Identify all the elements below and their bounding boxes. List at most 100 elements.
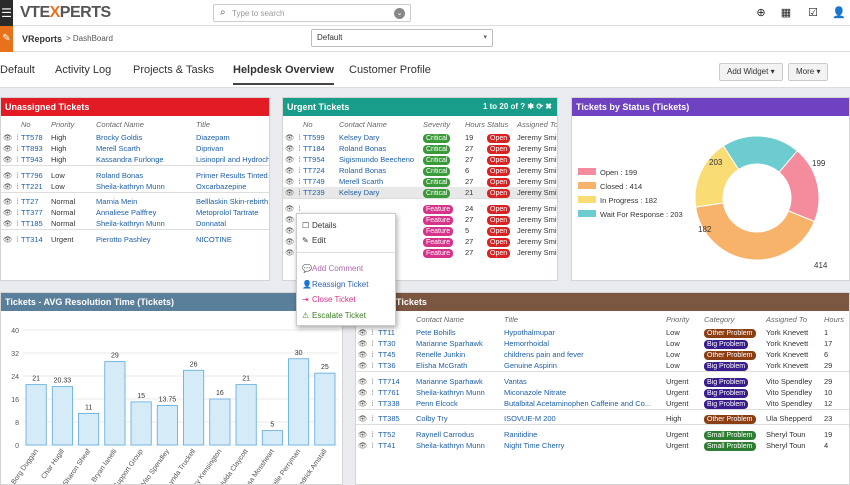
table-row[interactable]: 👁 ⁞TT943 High Kassandra Furlonge Lisinopril… — [1, 154, 269, 166]
eye-icon[interactable]: 👁 — [3, 208, 14, 217]
column-header[interactable]: Priority — [666, 314, 690, 324]
eye-icon[interactable]: 👁 — [358, 387, 369, 397]
table-row[interactable]: 👁 ⁞ TT385 Colby Try ISOVUE-M 200 High Other P… — [356, 413, 849, 425]
user-icon[interactable]: 👤 — [832, 7, 846, 19]
pie-slice-closed[interactable] — [695, 202, 816, 261]
calendar-icon[interactable]: ▦ — [780, 7, 792, 19]
row-actions[interactable]: 👁 ⁞ — [358, 328, 375, 337]
row-actions[interactable]: 👁 ⁞ — [1, 196, 19, 207]
eye-icon[interactable]: 👁 — [358, 328, 369, 337]
eye-icon[interactable]: 👁 — [285, 133, 296, 142]
menu-item-details[interactable]: ☐ Details — [302, 221, 337, 230]
plus-circle-icon[interactable]: ⊕ — [756, 7, 766, 19]
bar[interactable] — [183, 369, 205, 446]
bar[interactable] — [51, 386, 73, 446]
column-header[interactable]: No — [21, 119, 31, 129]
column-header[interactable]: Status — [487, 119, 509, 129]
row-actions[interactable]: 👁 ⁞ — [358, 414, 375, 423]
tab-activity-log[interactable]: Activity Log — [55, 64, 112, 76]
table-row[interactable]: 👁 ⁞ TT52 Raynell Carrodus Ranitidine Urgent S… — [356, 429, 849, 440]
row-actions[interactable]: 👁 ⁞ — [1, 181, 19, 193]
checkbox-icon[interactable]: ☑ — [808, 7, 818, 19]
eye-icon[interactable]: 👁 — [3, 170, 14, 180]
more-button[interactable]: More ▾ — [788, 63, 829, 81]
pie-slice-wait-for-response[interactable] — [722, 135, 798, 173]
eye-icon[interactable]: 👁 — [285, 225, 296, 235]
row-actions[interactable]: 👁 ⁞ — [358, 376, 375, 386]
eye-icon[interactable]: 👁 — [358, 429, 369, 439]
eye-icon[interactable]: 👁 — [358, 440, 369, 450]
search-placeholder[interactable]: Type to search — [232, 9, 285, 18]
table-row[interactable]: 👁 ⁞TT314 Urgent Pierotto Pashley NICOTINE — [1, 234, 269, 245]
table-row[interactable]: 👁 ⁞TT893 High Merell Scarth Diprivan — [1, 143, 269, 154]
tab-helpdesk-overview[interactable]: Helpdesk Overview — [233, 64, 334, 85]
row-actions[interactable]: 👁 ⁞ — [1, 218, 19, 230]
eye-icon[interactable]: 👁 — [285, 144, 296, 153]
column-header[interactable]: Title — [196, 119, 211, 129]
bar[interactable] — [235, 384, 257, 446]
table-row[interactable]: 👁 ⁞TT578 High Brocky Goldis Diazepam — [1, 132, 269, 143]
table-row[interactable]: 👁 ⁞TT377 Normal Annaliese Palffrey Metoprol… — [1, 207, 269, 218]
app-name[interactable]: VReports — [22, 34, 63, 44]
table-row[interactable]: 👁 ⁞ TT30 Marianne Sparhawk Hemorrhoidal Low B… — [356, 338, 849, 349]
column-header[interactable]: Assigned To — [517, 119, 558, 129]
table-row[interactable]: 👁 ⁞ TT41 Sheila-kathryn Munn Night Time Che… — [356, 440, 849, 451]
eye-icon[interactable]: 👁 — [3, 144, 14, 153]
table-row[interactable]: 👁 ⁞ TT45 Renelle Junkin childrens pain and … — [356, 349, 849, 360]
search-dropdown-icon[interactable]: ⌄ — [394, 8, 405, 19]
row-actions[interactable]: 👁 ⁞ — [1, 154, 19, 166]
bar[interactable] — [261, 430, 283, 446]
column-header[interactable]: Title — [504, 314, 519, 324]
table-row[interactable]: 👁 ⁞ TT11 Pete Bohills Hypothalmupar Low Other… — [356, 327, 849, 338]
row-actions[interactable]: 👁 ⁞ — [283, 203, 301, 214]
table-row[interactable]: 👁 ⁞ TT714 Marianne Sparhawk Vantas Urgent Big… — [356, 376, 849, 387]
eye-icon[interactable]: 👁 — [358, 350, 369, 359]
global-search[interactable]: ⌕ Type to search ⌄ — [213, 4, 411, 22]
bar[interactable] — [104, 361, 126, 446]
column-header[interactable]: Severity — [423, 119, 451, 129]
column-header[interactable]: Priority — [51, 119, 75, 129]
row-actions[interactable]: 👁 ⁞ — [358, 398, 375, 408]
table-row[interactable]: 👁 ⁞TT27 Normal Marnia Mein Belllaskin Skin-… — [1, 196, 269, 207]
bar[interactable] — [25, 384, 47, 446]
bar[interactable] — [156, 405, 178, 446]
widget-title[interactable]: Urgent Tickets — [287, 102, 350, 112]
tab-projects-tasks[interactable]: Projects & Tasks — [133, 64, 215, 76]
column-header[interactable]: Hours — [824, 314, 845, 324]
row-actions[interactable]: 👁 ⁞ — [358, 361, 375, 370]
row-actions[interactable]: 👁 ⁞ — [1, 234, 19, 245]
row-actions[interactable]: 👁 ⁞ — [283, 154, 301, 165]
widget-title[interactable]: Tickets by Status (Tickets) — [572, 98, 849, 116]
row-actions[interactable]: 👁 ⁞ — [283, 187, 301, 199]
row-actions[interactable]: 👁 ⁞ — [283, 132, 301, 143]
row-actions[interactable]: 👁 ⁞ — [283, 176, 301, 187]
table-row[interactable]: 👁 ⁞TT796 Low Roland Bonas Primer Results Ti… — [1, 170, 269, 181]
bar[interactable] — [288, 358, 310, 446]
row-actions[interactable]: 👁 ⁞ — [358, 339, 375, 348]
eye-icon[interactable]: 👁 — [285, 247, 296, 257]
bar[interactable] — [209, 398, 231, 446]
row-actions[interactable]: 👁 ⁞ — [1, 143, 19, 154]
menu-item-add-comment[interactable]: 💬Add Comment — [302, 264, 364, 273]
eye-icon[interactable]: 👁 — [285, 155, 296, 164]
bar[interactable] — [314, 372, 336, 446]
menu-item-escalate[interactable]: ⚠ Escalate Ticket — [302, 311, 366, 320]
tab-customer-profile[interactable]: Customer Profile — [349, 64, 431, 76]
column-header[interactable]: No — [303, 119, 313, 129]
eye-icon[interactable]: 👁 — [358, 339, 369, 348]
column-header[interactable]: Category — [704, 314, 735, 324]
table-row[interactable]: 👁 ⁞ TT338 Penn Elcock Butalbital Acetaminop… — [356, 398, 849, 410]
menu-icon[interactable]: ☰ — [0, 0, 13, 26]
widget-title[interactable]: Tickets — [396, 297, 427, 307]
row-actions[interactable]: 👁 ⁞ — [1, 170, 19, 181]
row-actions[interactable]: 👁 ⁞ — [358, 387, 375, 397]
close-icon[interactable]: ✖ — [545, 102, 552, 111]
table-row[interactable]: 👁 ⁞ TT761 Sheila-kathryn Munn Miconazole Ni… — [356, 387, 849, 398]
report-select[interactable]: Default ▾ — [311, 29, 493, 47]
column-header[interactable]: Assigned To — [766, 314, 808, 324]
table-row[interactable]: 👁 ⁞TT221 Low Sheila-kathryn Munn Oxcarbazep… — [1, 181, 269, 193]
